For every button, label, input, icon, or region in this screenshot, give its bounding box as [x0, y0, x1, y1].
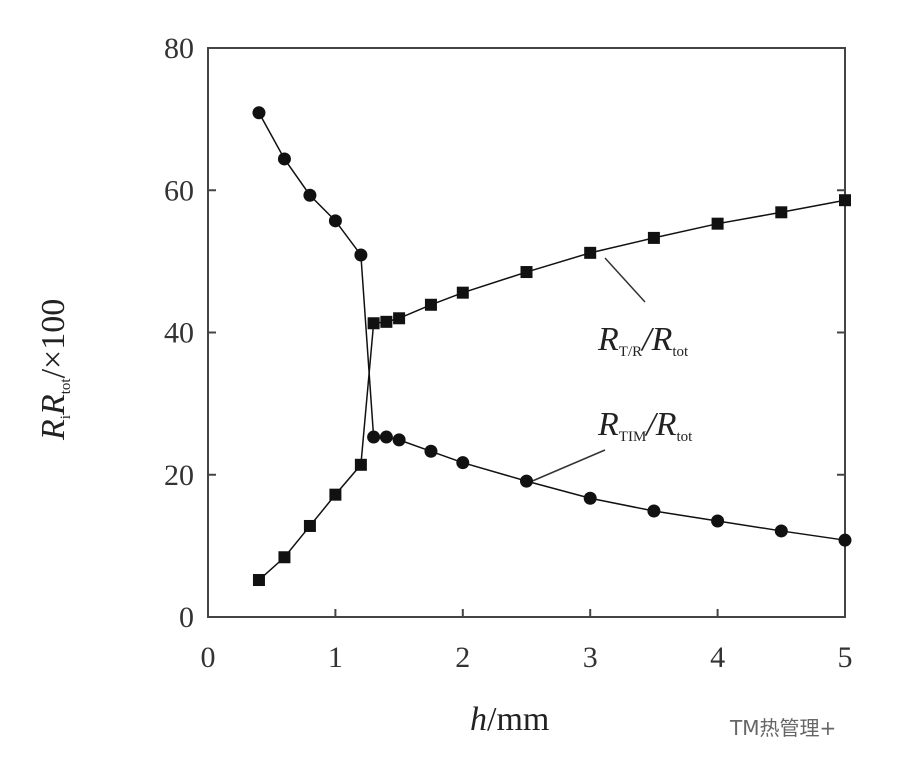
annotation: RTIM/Rtot [597, 406, 693, 445]
annotation-sub: T/R [619, 344, 642, 360]
marker [775, 206, 788, 219]
marker [520, 266, 533, 279]
marker [379, 430, 393, 444]
marker [303, 519, 316, 532]
annotation-sub: tot [672, 344, 689, 360]
marker [584, 246, 597, 259]
series-line [258, 112, 846, 541]
annotation: RT/R/Rtot [597, 321, 689, 360]
marker [303, 188, 317, 202]
marker [711, 514, 725, 528]
annotation-sub: TIM [619, 429, 647, 445]
y-tick-label: 80 [164, 32, 194, 65]
marker [647, 231, 660, 244]
x-tick-label: 1 [328, 641, 343, 674]
x-label-unit: /mm [487, 701, 549, 738]
marker [354, 458, 367, 471]
series-line [258, 199, 846, 581]
marker [367, 317, 380, 330]
marker [252, 574, 265, 587]
marker [647, 504, 661, 518]
x-tick-label: 4 [710, 641, 725, 674]
marker [328, 214, 342, 228]
x-tick-label: 2 [455, 641, 470, 674]
marker [252, 106, 266, 120]
y-label-sub: i [58, 415, 74, 419]
y-tick-label: 20 [164, 459, 194, 492]
marker [393, 312, 406, 325]
marker [711, 217, 724, 230]
y-label-part: R [35, 419, 72, 441]
x-tick-label: 3 [583, 641, 598, 674]
marker [367, 430, 381, 444]
marker [774, 524, 788, 538]
marker [354, 248, 368, 262]
marker [380, 315, 393, 328]
marker [424, 298, 437, 311]
marker [839, 194, 851, 207]
marker [392, 433, 406, 447]
annotation-part: R [597, 406, 619, 443]
plot-frame [207, 47, 846, 618]
y-label-part: R [35, 394, 72, 416]
marker [278, 551, 291, 564]
watermark: TM热管理+ [729, 716, 836, 740]
y-label-sub: tot [58, 378, 74, 395]
marker [838, 533, 852, 547]
marker [583, 491, 597, 505]
y-tick-label: 0 [179, 601, 194, 634]
y-tick-label: 40 [164, 317, 194, 350]
x-label-var: h [470, 701, 487, 738]
marker [456, 286, 469, 299]
annotation-sub: tot [677, 429, 694, 445]
y-axis-label: RiRtot/×100 [35, 299, 74, 441]
x-tick-label: 0 [201, 641, 216, 674]
marker [424, 444, 438, 458]
leader-line [604, 257, 646, 303]
annotation-part: /R [640, 321, 672, 358]
leader-line [529, 449, 606, 483]
x-axis-label: h/mm [470, 701, 549, 738]
marker [456, 456, 470, 470]
y-tick-label: 60 [164, 174, 194, 207]
annotation-part: /R [644, 406, 676, 443]
annotation-part: R [597, 321, 619, 358]
marker [329, 488, 342, 501]
marker [277, 152, 291, 166]
x-tick-label: 5 [838, 641, 853, 674]
marker [520, 474, 533, 488]
y-label-part: /×100 [35, 299, 72, 379]
